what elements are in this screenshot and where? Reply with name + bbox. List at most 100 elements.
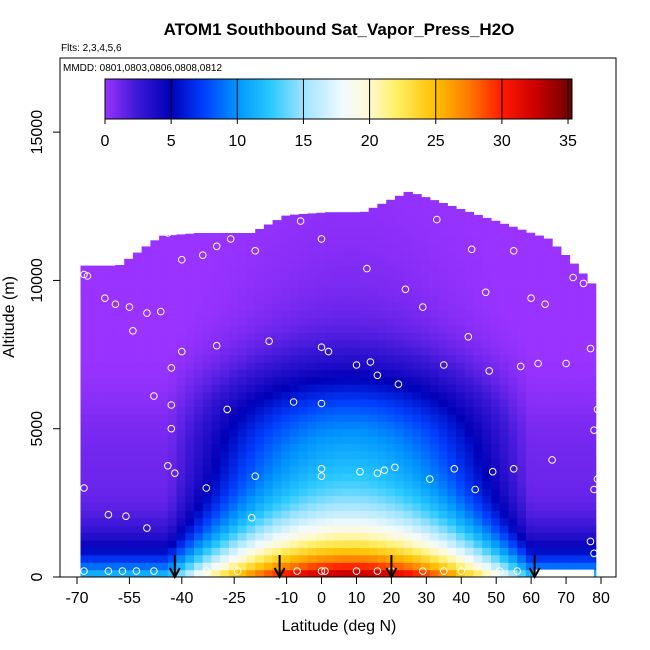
heatmap-cell [543,347,553,356]
heatmap-cell [98,265,108,274]
heatmap-cell [386,339,396,348]
heatmap-cell [421,525,431,534]
heatmap-cell [229,525,239,534]
heatmap-cell [150,517,160,526]
heatmap-cell [386,413,396,422]
heatmap-cell [290,554,300,563]
heatmap-cell [447,258,457,267]
heatmap-cell [447,458,457,467]
heatmap-cell [202,302,213,311]
heatmap-cell [464,517,475,526]
heatmap-cell [272,465,282,474]
heatmap-cell [141,246,151,252]
heatmap-cell [394,532,405,541]
heatmap-cell [438,465,448,474]
heatmap-cell [220,391,230,400]
heatmap-cell [508,413,518,422]
heatmap-cell [394,384,405,393]
heatmap-cell [220,428,230,437]
sample-point [471,485,480,494]
heatmap-cell [386,458,396,467]
heatmap-cell [377,458,387,467]
heatmap-cell [263,517,274,526]
heatmap-cell [491,295,501,304]
heatmap-cell [307,250,317,259]
heatmap-cell [412,517,422,526]
sample-point [129,327,137,335]
heatmap-cell [386,369,396,378]
heatmap-cell [263,436,274,445]
heatmap-cell [517,510,527,519]
heatmap-cell [543,376,553,385]
heatmap-cell [482,539,492,548]
heatmap-cell [80,569,90,577]
heatmap-cell [150,473,160,482]
heatmap-cell [560,324,571,333]
heatmap-cell [89,525,99,534]
heatmap-cell [517,324,527,333]
heatmap-cell [429,317,440,326]
heatmap-cell [263,465,274,474]
heatmap-cell [194,458,204,467]
heatmap-cell [176,406,186,415]
heatmap-cell [534,554,544,563]
heatmap-cell [211,473,221,482]
heatmap-cell [281,384,291,393]
heatmap-cell [202,569,213,577]
heatmap-cell [185,233,195,237]
heatmap-cell [525,362,536,370]
heatmap-cell [438,510,448,519]
heatmap-cell [456,391,466,400]
heatmap-cell [115,310,125,319]
heatmap-cell [499,554,509,563]
heatmap-cell [167,317,178,326]
heatmap-cell [255,384,265,393]
heatmap-cell [456,451,466,459]
heatmap-cell [499,569,509,577]
heatmap-cell [360,317,370,326]
heatmap-cell [342,332,352,341]
heatmap-cell [159,250,169,259]
heatmap-cell [89,451,99,459]
heatmap-cell [115,369,125,378]
heatmap-cell [438,324,448,333]
heatmap-cell [412,265,422,274]
heatmap-cell [456,362,466,370]
heatmap-cell [342,273,352,281]
heatmap-cell [508,539,518,548]
heatmap-cell [281,569,291,577]
heatmap-cell [89,458,99,467]
heatmap-cell [543,399,553,408]
heatmap-cell [482,547,492,556]
heatmap-cell [185,562,195,571]
heatmap-cell [552,443,562,452]
heatmap-cell [560,428,571,437]
heatmap-cell [176,302,186,311]
heatmap-cell [246,287,256,296]
heatmap-cell [464,295,475,304]
heatmap-cell [298,302,309,311]
heatmap-cell [473,458,483,467]
heatmap-cell [517,280,527,289]
heatmap-cell [368,258,378,267]
heatmap-cell [447,443,457,452]
sample-point [488,467,497,476]
heatmap-cell [447,480,457,489]
heatmap-cell [298,362,309,370]
heatmap-cell [281,235,291,244]
heatmap-cell [229,502,239,511]
sample-point [157,307,165,316]
heatmap-cell [80,391,90,400]
heatmap-cell [194,473,204,482]
heatmap-cell [412,495,422,504]
heatmap-cell [587,480,597,489]
heatmap-cell [333,354,344,363]
heatmap-cell [403,539,413,548]
heatmap-cell [552,250,562,259]
heatmap-cell [124,562,134,571]
heatmap-cell [132,384,143,393]
heatmap-cell [307,525,317,534]
heatmap-cell [429,362,440,370]
heatmap-cell [307,510,317,519]
heatmap-cell [429,273,440,281]
